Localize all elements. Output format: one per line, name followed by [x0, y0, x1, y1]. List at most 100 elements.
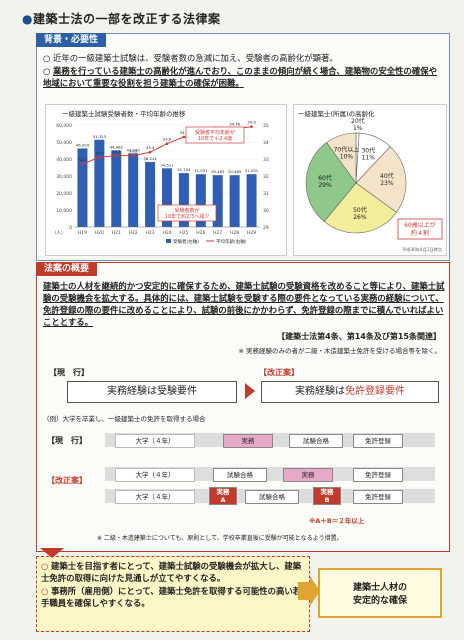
y2-tick-label: 33: [263, 157, 269, 163]
law-summary-section: 法案の概要 建築士の人材を継続的かつ安定的に確保するため、建築士試験の受験資格を…: [36, 262, 450, 552]
effect-2: ○ 事務所（雇用側）にとって、建築士免許を取得する可能性の高い若手職員を確保しや…: [41, 586, 302, 608]
x-tick-label: H28: [230, 230, 239, 236]
age-point: [98, 156, 101, 159]
bar: [128, 153, 139, 227]
y2-tick-label: 35: [263, 123, 269, 129]
bullet-dot-icon: ●: [22, 12, 33, 26]
y-tick-label: 20,000: [56, 191, 72, 197]
bar-value-label: 44,962: [110, 145, 124, 150]
y2-tick-label: 29: [263, 225, 269, 231]
bar-value-label: 51,323: [93, 134, 107, 139]
pie-source: 平成30年4月1日時点: [402, 246, 442, 253]
age-value-label: 33.4: [146, 145, 155, 150]
pie-slice-label: 50代: [353, 206, 367, 214]
pie-callout-box: [397, 218, 443, 240]
pie-slice: [323, 182, 397, 234]
age-value-label: 34.3: [180, 130, 189, 135]
flow-current-label: 【現 行】: [47, 436, 87, 445]
flow-touroku-2: 免許登録: [353, 468, 403, 482]
legend-swatch: [166, 239, 171, 243]
background-tag: 背景・必要性: [36, 33, 107, 47]
arrow-right-icon: [298, 576, 320, 606]
pie-slice-label: 29%: [318, 182, 332, 189]
bar-value-label: 31,031: [194, 168, 208, 173]
age-value-label: 33.2: [112, 149, 121, 154]
flow-jitsumu: 実務: [223, 434, 273, 448]
law-text: 建築士の人材を継続的かつ安定的に確保するため、建築士試験の受験資格を改めること等…: [43, 281, 445, 327]
pie-slice-label: 11%: [362, 155, 376, 162]
flow-univ: 大学（４年）: [115, 434, 195, 448]
page-title: ●建築士法の一部を改正する法律案: [22, 12, 221, 26]
bar-value-label: 38,214: [143, 156, 157, 161]
flow-shiken-3: 試験合格: [245, 490, 299, 504]
age-annotation-line: 10年で＋2.4歳: [198, 135, 232, 142]
flow-touroku-3: 免許登録: [353, 490, 403, 504]
bar-value-label: 34,511: [160, 162, 174, 167]
ab-note: ※A＋B＝２年以上: [309, 517, 365, 525]
pie-slice-label: 70代以上: [334, 146, 360, 154]
flow-shiken-2: 試験合格: [213, 468, 267, 482]
background-bullets: ○ 近年の一級建築士試験は、受験者数の急減に加え、受験者の高齢化が顕著。 ○ 業…: [43, 52, 443, 90]
bullet-2: ○ 業務を行っている建築士の高齢化が進んでおり、このままの傾向が続く場合、建築物…: [43, 66, 438, 88]
flow-univ-3: 大学（４年）: [115, 490, 195, 504]
y-tick-label: 40,000: [56, 157, 72, 163]
flow-shiken: 試験合格: [289, 434, 343, 448]
x-tick-label: H29: [247, 230, 256, 236]
flow-jitsumu-b: 実務 B: [313, 487, 341, 505]
pie-slice-label: 20代: [351, 117, 365, 125]
pie-slice-label: 23%: [380, 180, 394, 187]
bar: [195, 174, 206, 227]
bar-value-label: 46,204: [76, 142, 90, 147]
y-tick-label: 10,000: [56, 208, 72, 214]
arrow-down-icon: [40, 548, 64, 558]
bar-value-label: 31,051: [245, 168, 259, 173]
current-label: 【現 行】: [49, 368, 89, 377]
bullet-1: ○ 近年の一級建築士試験は、受験者数の急減に加え、受験者の高齢化が顕著。: [43, 53, 338, 63]
bar-value-label: 30,465: [228, 169, 242, 174]
x-tick-label: H21: [112, 230, 121, 236]
x-tick-label: H27: [213, 230, 222, 236]
age-point: [148, 150, 152, 154]
goal-box: 建築士人材の 安定的な確保: [318, 568, 442, 618]
y-tick-label: 0: [69, 225, 72, 231]
y2-tick-label: 30: [263, 208, 269, 214]
x-tick-label: H22: [129, 230, 138, 236]
new-label: 【改正案】: [259, 368, 299, 377]
bar-value-label: 43,320: [127, 147, 141, 152]
pie-callout-line: 60歳以上が: [404, 221, 436, 229]
age-point: [165, 142, 169, 145]
x-tick-label: H23: [146, 230, 155, 236]
age-point: [182, 135, 186, 139]
x-tick-label: H25: [179, 230, 188, 236]
bar: [212, 175, 223, 227]
y-tick-label: 50,000: [56, 140, 72, 146]
bar: [77, 148, 88, 227]
y2-tick-label: 32: [263, 174, 269, 180]
pie-slice-label: 40代: [380, 172, 394, 180]
pie-slice-label: 1%: [353, 125, 363, 132]
count-annotation-line: 受験者数が: [174, 207, 199, 214]
bar: [229, 175, 240, 227]
law-footnote: ※ 二級・木造建築士についても、原則として、学校卒業直後に受験が可能となるよう措…: [97, 535, 343, 542]
age-annotation-line: 受験者平均年齢が: [195, 129, 235, 136]
flow-jitsumu-2: 実務: [283, 468, 333, 482]
pie-callout-line: 約４割: [411, 229, 429, 237]
pie-slice-label: 60代: [318, 174, 332, 182]
pie-slice-label: 26%: [353, 214, 367, 221]
age-value-label: 33.1: [95, 150, 104, 155]
bar-value-label: 31,704: [177, 167, 191, 172]
flow-new-label: 【改正案】: [47, 476, 87, 485]
pie-slice-label: 10%: [340, 154, 354, 161]
pie-slice-label: 30代: [361, 147, 375, 155]
age-annotation-box: [185, 126, 245, 144]
bar: [178, 173, 189, 227]
bar-chart-svg: 0 10,000 20,000 30,000 40,000 50,000 60,000 29 3…: [52, 120, 269, 245]
age-point: [114, 154, 118, 157]
arrow-right-icon: [245, 383, 255, 399]
legend-label: 受験者(左軸): [173, 238, 199, 245]
law-reference: 【建築士法第4条、第14条及び第15条関連】: [277, 332, 441, 341]
bar-chart-title: 一級建築士試験受験者数・平均年齢の推移: [62, 110, 186, 118]
age-point: [131, 154, 135, 157]
